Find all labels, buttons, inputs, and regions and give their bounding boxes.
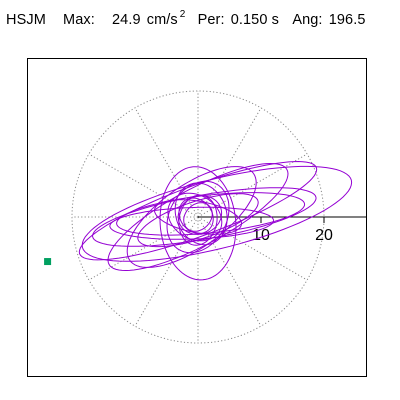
orbit-trace <box>78 160 353 281</box>
orbit-loop <box>159 166 237 281</box>
tick-label: 20 <box>315 227 333 244</box>
peak-marker <box>44 258 52 266</box>
tick-label: 10 <box>252 227 270 244</box>
orbit-loop <box>78 160 318 261</box>
orbit-loop <box>137 193 259 248</box>
orbit-loop <box>109 206 275 240</box>
orbit-loop <box>116 192 306 236</box>
angle-value: 196.5 <box>328 12 366 28</box>
orbit-loop <box>81 165 353 262</box>
orbit-loop <box>174 182 228 246</box>
orbit-loop <box>177 195 223 235</box>
peak-marker-group <box>44 258 52 266</box>
orbit-loop <box>166 180 230 254</box>
orbit-loop <box>183 202 213 232</box>
period-label: Per: <box>197 12 225 28</box>
grid-spoke <box>134 216 199 327</box>
plot-frame <box>27 58 367 377</box>
grid-spoke <box>197 216 308 281</box>
max-value: 24.9 <box>111 12 141 28</box>
max-unit-exponent: 2 <box>179 9 186 20</box>
grid-spoke <box>197 107 262 218</box>
max-label: Max: <box>63 12 95 28</box>
orbit-loop <box>153 199 243 235</box>
orbit-loop <box>107 162 289 272</box>
period-value: 0.150 s <box>230 12 279 28</box>
max-unit: cm/s <box>146 12 178 28</box>
orbit-loop <box>178 194 218 246</box>
plot-header: HSJM Max: 24.9 cm/s 2 Per: 0.150 s Ang: 1… <box>6 9 368 29</box>
orbit-loop <box>178 197 214 234</box>
grid-spoke <box>197 216 262 327</box>
station-code: HSJM <box>6 12 46 28</box>
orbit-loop <box>92 187 317 247</box>
angle-label: Ang: <box>292 12 323 28</box>
axes: 10 20 <box>198 216 366 244</box>
